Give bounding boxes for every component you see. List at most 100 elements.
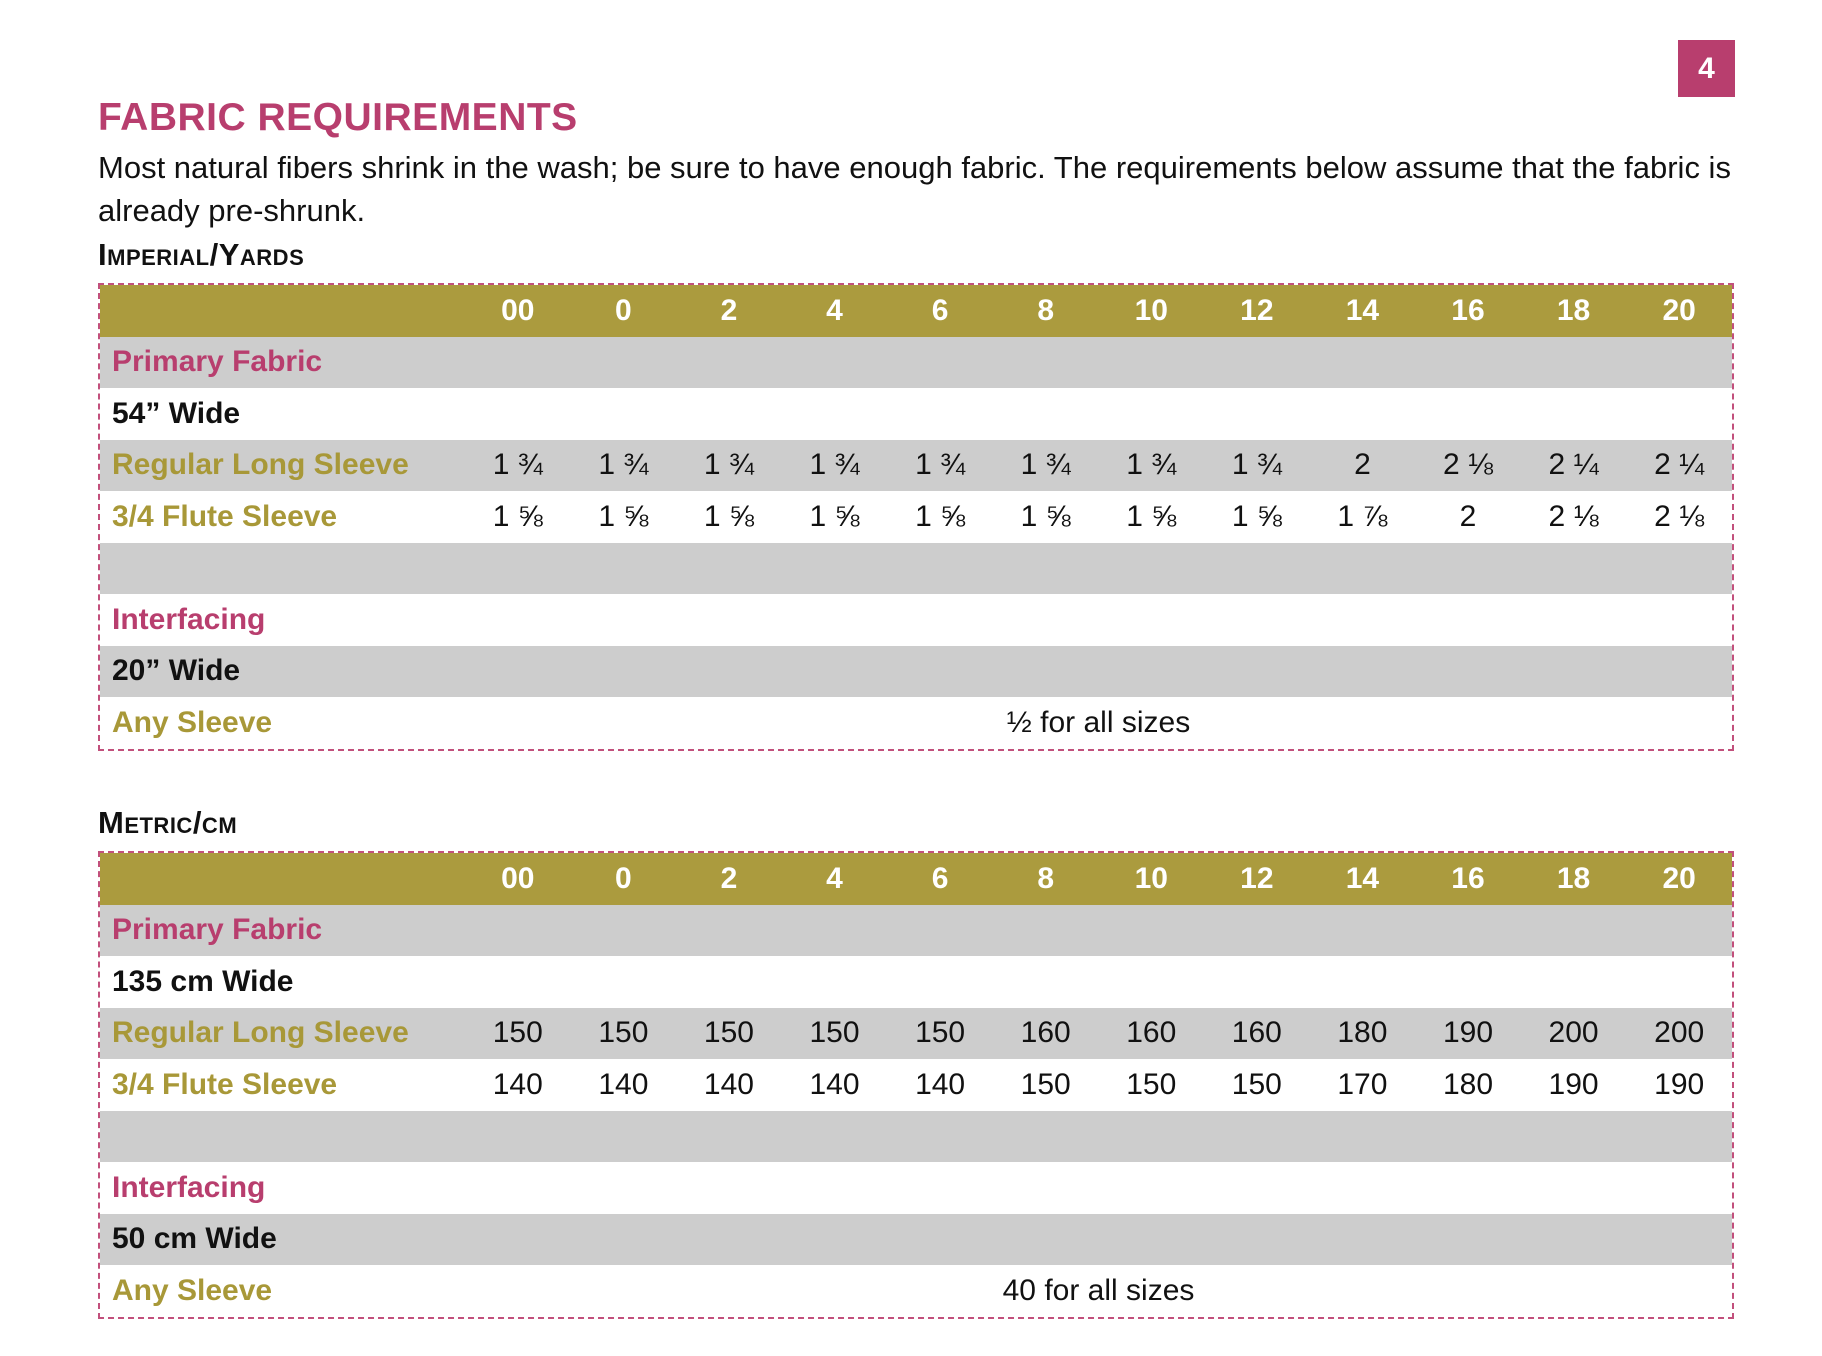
table-row: 3/4 Flute Sleeve 1 ⅝ 1 ⅝ 1 ⅝ 1 ⅝ 1 ⅝ 1 ⅝… <box>100 491 1732 543</box>
table-cell: 1 ¾ <box>492 448 543 482</box>
table-cell: 1 ⅝ <box>915 499 966 533</box>
table-cell: 150 <box>809 1016 860 1050</box>
interfacing-label: Interfacing <box>112 1170 266 1204</box>
table-cell: 160 <box>1126 1016 1177 1050</box>
size-header: 14 <box>1345 293 1380 327</box>
table-cell: 140 <box>492 1067 543 1101</box>
table-cell: 1 ⅝ <box>598 499 649 533</box>
table-cell: 1 ¾ <box>598 448 649 482</box>
table-cell: 2 ¼ <box>1654 448 1705 482</box>
table-cell: 170 <box>1337 1067 1388 1101</box>
table-cell: 140 <box>915 1067 966 1101</box>
row-label-regular-long-sleeve: Regular Long Sleeve <box>112 1016 409 1050</box>
size-header: 10 <box>1134 861 1168 895</box>
table-row: Any Sleeve ½ for all sizes <box>100 697 1732 749</box>
table-cell: 1 ¾ <box>703 448 754 482</box>
size-header: 6 <box>931 293 949 327</box>
row-label-regular-long-sleeve: Regular Long Sleeve <box>112 448 409 482</box>
size-header: 0 <box>615 293 632 327</box>
table-cell: 2 ¼ <box>1548 448 1599 482</box>
table-cell: 150 <box>598 1016 649 1050</box>
table-row: 20” Wide <box>100 645 1732 697</box>
table-cell: 1 ⅝ <box>703 499 754 533</box>
table-cell: 160 <box>1231 1016 1282 1050</box>
table-row: Regular Long Sleeve 150 150 150 150 150 … <box>100 1007 1732 1059</box>
any-sleeve-value: ½ for all sizes <box>1006 705 1191 739</box>
size-header-blank <box>100 285 465 337</box>
table-cell: 2 ⅛ <box>1548 499 1599 533</box>
size-header: 8 <box>1037 861 1055 895</box>
row-label-any-sleeve: Any Sleeve <box>112 1273 273 1307</box>
table-cell: 140 <box>598 1067 649 1101</box>
row-label-any-sleeve: Any Sleeve <box>112 705 273 739</box>
interfacing-width-label: 20” Wide <box>112 654 241 688</box>
spacer-cell <box>100 1111 1732 1163</box>
table-cell: 190 <box>1548 1067 1599 1101</box>
table-cell: 150 <box>1126 1067 1177 1101</box>
size-header: 8 <box>1037 293 1055 327</box>
table-cell: 150 <box>492 1016 543 1050</box>
imperial-table-grid: 00 0 2 4 6 8 10 12 14 16 18 20 Primary F… <box>100 285 1732 749</box>
size-header: 4 <box>826 293 843 327</box>
intro-text: Most natural fibers shrink in the wash; … <box>98 150 1731 228</box>
page-number-badge: 4 <box>1678 40 1735 97</box>
size-header: 6 <box>931 861 949 895</box>
imperial-section-title: Imperial/Yards <box>98 237 305 272</box>
size-header: 16 <box>1451 861 1485 895</box>
spacer-row <box>100 542 1732 595</box>
page-heading: FABRIC REQUIREMENTS <box>98 96 578 139</box>
table-row: Primary Fabric <box>100 336 1732 388</box>
table-cell: 200 <box>1654 1016 1705 1050</box>
table-cell: 1 ⅞ <box>1337 499 1388 533</box>
metric-size-header-row: 00 0 2 4 6 8 10 12 14 16 18 20 <box>100 853 1732 905</box>
table-cell: 190 <box>1442 1016 1494 1050</box>
table-cell: 140 <box>703 1067 754 1101</box>
table-cell: 1 ⅝ <box>492 499 543 533</box>
table-cell: 1 ⅝ <box>809 499 860 533</box>
interfacing-label: Interfacing <box>112 602 266 636</box>
size-header: 20 <box>1662 293 1696 327</box>
table-cell: 1 ¾ <box>809 448 860 482</box>
imperial-size-header-row: 00 0 2 4 6 8 10 12 14 16 18 20 <box>100 285 1732 337</box>
table-cell: 160 <box>1020 1016 1071 1050</box>
spacer-cell <box>100 543 1732 595</box>
table-cell: 150 <box>915 1016 966 1050</box>
table-cell: 1 ¾ <box>915 448 966 482</box>
table-cell: 1 ¾ <box>1020 448 1071 482</box>
table-cell: 180 <box>1337 1016 1388 1050</box>
size-header: 4 <box>826 861 843 895</box>
table-cell: 1 ¾ <box>1231 448 1282 482</box>
table-cell: 1 ⅝ <box>1231 499 1282 533</box>
spacer-row <box>100 1110 1732 1163</box>
size-header: 20 <box>1662 861 1696 895</box>
table-cell: 2 <box>1459 499 1477 533</box>
table-cell: 150 <box>1231 1067 1282 1101</box>
table-row: Regular Long Sleeve 1 ¾ 1 ¾ 1 ¾ 1 ¾ 1 ¾ … <box>100 439 1732 491</box>
size-header: 2 <box>720 861 738 895</box>
size-header: 2 <box>720 293 738 327</box>
fabric-width-label: 135 cm Wide <box>112 964 294 998</box>
size-header-blank <box>100 853 465 905</box>
table-row: Primary Fabric <box>100 904 1732 956</box>
table-cell: 2 <box>1354 448 1371 482</box>
primary-fabric-label: Primary Fabric <box>112 345 323 379</box>
table-cell: 1 ⅝ <box>1020 499 1071 533</box>
table-cell: 2 ⅛ <box>1654 499 1705 533</box>
interfacing-width-label: 50 cm Wide <box>112 1222 277 1256</box>
table-cell: 2 ⅛ <box>1442 448 1494 482</box>
size-header: 0 <box>615 861 632 895</box>
primary-fabric-label: Primary Fabric <box>112 913 323 947</box>
row-label-flute-sleeve: 3/4 Flute Sleeve <box>112 1067 338 1101</box>
table-cell: 180 <box>1442 1067 1494 1101</box>
table-cell: 200 <box>1548 1016 1599 1050</box>
table-row: Interfacing <box>100 1162 1732 1214</box>
metric-section-title: Metric/cm <box>98 805 238 840</box>
imperial-table: 00 0 2 4 6 8 10 12 14 16 18 20 Primary F… <box>98 283 1734 751</box>
table-cell: 1 ¾ <box>1126 448 1177 482</box>
table-row: 135 cm Wide <box>100 956 1732 1008</box>
table-cell: 140 <box>809 1067 860 1101</box>
size-header: 14 <box>1345 861 1380 895</box>
table-cell: 190 <box>1654 1067 1705 1101</box>
size-header: 18 <box>1556 293 1591 327</box>
table-cell: 150 <box>703 1016 754 1050</box>
